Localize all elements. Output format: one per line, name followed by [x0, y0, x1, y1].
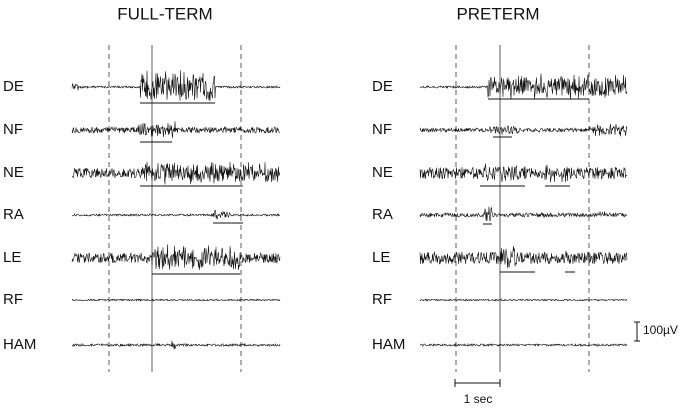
emg-trace [419, 163, 628, 183]
channel-label: RF [372, 291, 392, 308]
emg-trace [419, 206, 628, 222]
channel-label: RA [372, 206, 393, 223]
emg-trace [419, 298, 628, 302]
channel-label: NF [3, 121, 23, 138]
time-scale [454, 379, 501, 387]
channel-label: LE [3, 249, 21, 266]
panel-title: FULL-TERM [117, 4, 212, 23]
panel-title: PRETERM [456, 4, 539, 23]
channel-label: DE [3, 78, 24, 95]
channel-label: RA [3, 206, 24, 223]
emg-trace [419, 342, 628, 347]
amplitude-scale [634, 321, 640, 342]
emg-trace [71, 298, 281, 302]
channel-label: NE [372, 164, 393, 181]
emg-trace [419, 73, 628, 100]
channel-label: DE [372, 78, 393, 95]
emg-trace [71, 70, 281, 102]
channel-label: RF [3, 291, 23, 308]
emg-trace [419, 246, 628, 269]
emg-trace [71, 340, 281, 350]
channel-label: HAM [3, 336, 36, 353]
emg-trace [419, 124, 628, 137]
emg-trace [71, 209, 281, 220]
channel-label: NE [3, 164, 24, 181]
channel-label: HAM [372, 336, 405, 353]
emg-trace [71, 121, 281, 139]
channel-label: NF [372, 121, 392, 138]
time-label: 1 sec [464, 392, 493, 406]
amplitude-label: 100µV [643, 323, 678, 337]
channel-label: LE [372, 249, 390, 266]
emg-trace [71, 161, 281, 185]
emg-trace [71, 244, 281, 270]
